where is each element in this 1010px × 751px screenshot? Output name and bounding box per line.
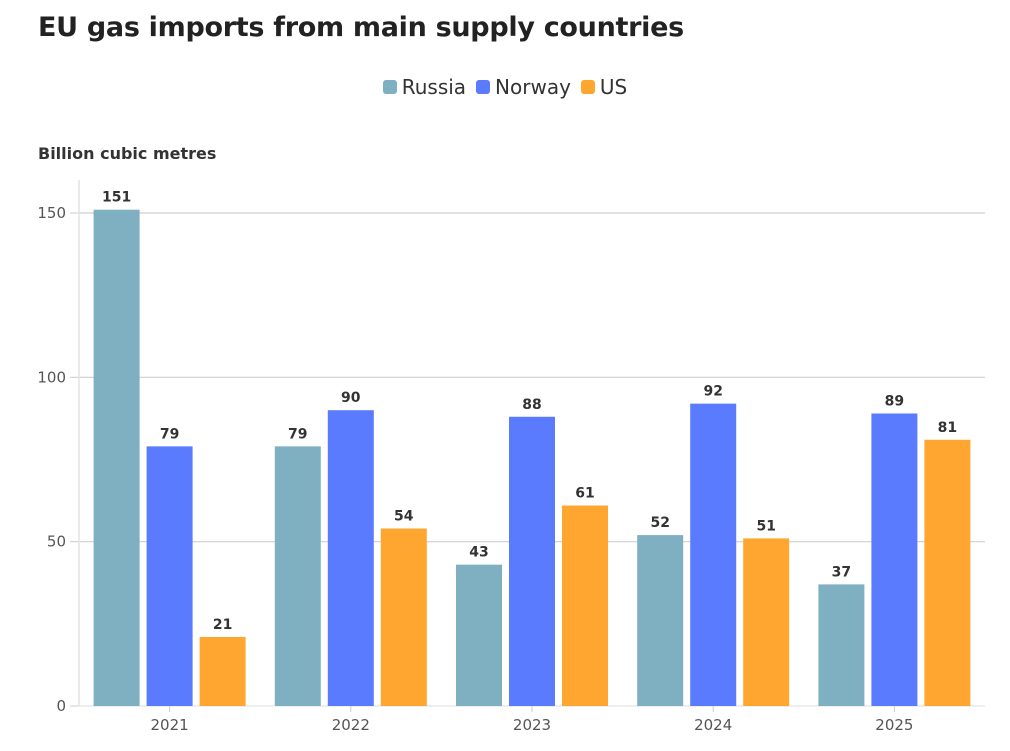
data-label: 92 bbox=[703, 384, 722, 400]
bar-us-2023 bbox=[562, 505, 608, 706]
bar-us-2025 bbox=[924, 439, 971, 706]
bar-norway-2022 bbox=[327, 410, 374, 706]
y-tick-label: 100 bbox=[37, 368, 66, 386]
legend-swatch bbox=[580, 80, 595, 94]
bar-russia-2024 bbox=[637, 535, 684, 706]
x-tick-label: 2022 bbox=[332, 716, 370, 734]
data-label: 52 bbox=[650, 515, 669, 531]
bar-russia-2021 bbox=[93, 209, 140, 707]
legend-label: Russia bbox=[401, 75, 467, 99]
bar-norway-2024 bbox=[690, 403, 737, 706]
data-label: 51 bbox=[756, 518, 775, 534]
x-tick-label: 2023 bbox=[513, 716, 551, 734]
y-tick-label: 50 bbox=[47, 533, 66, 551]
x-tick-label: 2024 bbox=[694, 716, 732, 734]
bar-us-2022 bbox=[380, 528, 427, 706]
data-label: 37 bbox=[832, 564, 851, 580]
data-label: 79 bbox=[288, 426, 307, 442]
legend-item-us[interactable]: US bbox=[580, 75, 628, 99]
data-label: 89 bbox=[885, 393, 904, 409]
bar-russia-2023 bbox=[456, 564, 502, 706]
legend-item-russia[interactable]: Russia bbox=[382, 75, 467, 99]
y-axis-label: Billion cubic metres bbox=[38, 144, 217, 163]
legend-item-norway[interactable]: Norway bbox=[476, 75, 571, 99]
bar-russia-2025 bbox=[818, 584, 865, 706]
x-tick-label: 2025 bbox=[875, 716, 913, 734]
data-label: 81 bbox=[938, 420, 957, 436]
y-tick-label: 0 bbox=[56, 697, 66, 715]
legend-swatch bbox=[382, 80, 397, 94]
data-label: 21 bbox=[213, 617, 232, 633]
legend-label: Norway bbox=[495, 75, 571, 99]
data-label: 79 bbox=[160, 426, 179, 442]
data-label: 54 bbox=[394, 509, 414, 525]
data-label: 61 bbox=[575, 486, 594, 502]
y-tick-label: 150 bbox=[37, 204, 66, 222]
x-tick-label: 2021 bbox=[151, 716, 189, 734]
legend: Russia Norway US bbox=[0, 75, 1010, 99]
data-label: 43 bbox=[469, 545, 488, 561]
bar-us-2024 bbox=[743, 538, 790, 706]
chart-title: EU gas imports from main supply countrie… bbox=[38, 12, 684, 43]
bar-norway-2025 bbox=[871, 413, 918, 706]
data-label: 88 bbox=[522, 397, 541, 413]
data-label: 151 bbox=[102, 190, 131, 206]
bar-norway-2021 bbox=[146, 446, 193, 706]
bar-norway-2023 bbox=[509, 416, 555, 706]
legend-swatch bbox=[476, 80, 491, 94]
data-label: 90 bbox=[341, 390, 361, 406]
bar-russia-2022 bbox=[274, 446, 321, 706]
legend-label: US bbox=[599, 75, 628, 99]
bar-us-2021 bbox=[199, 636, 246, 706]
